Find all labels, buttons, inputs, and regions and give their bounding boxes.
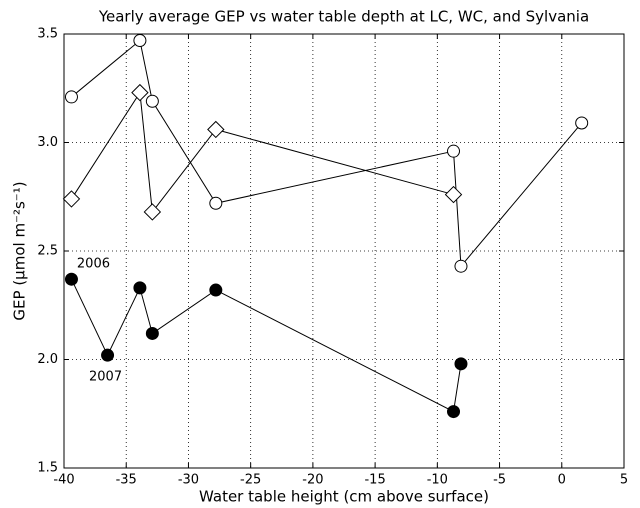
circle-marker [133,34,147,48]
circle-marker [64,90,78,104]
x-tick-label: -40 [53,473,74,488]
circle-marker [209,196,223,210]
diamond-marker [143,203,162,221]
circle-marker [575,116,589,130]
x-tick-label: -5 [493,473,506,488]
circle-marker [447,144,461,158]
y-tick-label: 1.5 [37,461,58,476]
y-tick-label: 2.5 [37,244,58,259]
chart-title: Yearly average GEP vs water table depth … [98,8,589,26]
diamond-marker [62,190,81,208]
circle-marker [133,281,147,295]
circle-marker [101,348,115,362]
y-axis-label: GEP (μmol m⁻²s⁻¹) [11,181,29,320]
circle-marker [145,326,159,340]
x-tick-label: -20 [302,473,323,488]
circle-marker [447,405,461,419]
series-line [71,39,583,268]
y-tick-label: 2.0 [37,352,58,367]
diamond-marker [444,185,463,204]
x-tick-label: -10 [427,473,448,488]
plot-frame [63,33,625,469]
x-tick-label: -35 [116,473,137,488]
annotation: 2006 [77,257,110,272]
x-tick-label: -25 [240,473,261,488]
x-axis-label: Water table height (cm above surface) [199,488,489,506]
diamond-marker [131,83,149,102]
circle-marker [454,259,468,273]
circle-marker [64,272,78,286]
diamond-marker [207,120,225,139]
y-tick-label: 3.5 [37,27,58,42]
x-tick-label: 0 [558,473,566,488]
x-tick-label: 5 [620,473,628,488]
series-line [71,91,454,214]
y-tick-label: 3.0 [37,135,58,150]
series-line [71,278,462,413]
x-tick-label: -30 [178,473,199,488]
circle-marker [454,357,468,371]
circle-marker [209,283,223,297]
x-tick-label: -15 [364,473,385,488]
circle-marker [145,94,159,108]
annotation: 2007 [89,370,122,385]
